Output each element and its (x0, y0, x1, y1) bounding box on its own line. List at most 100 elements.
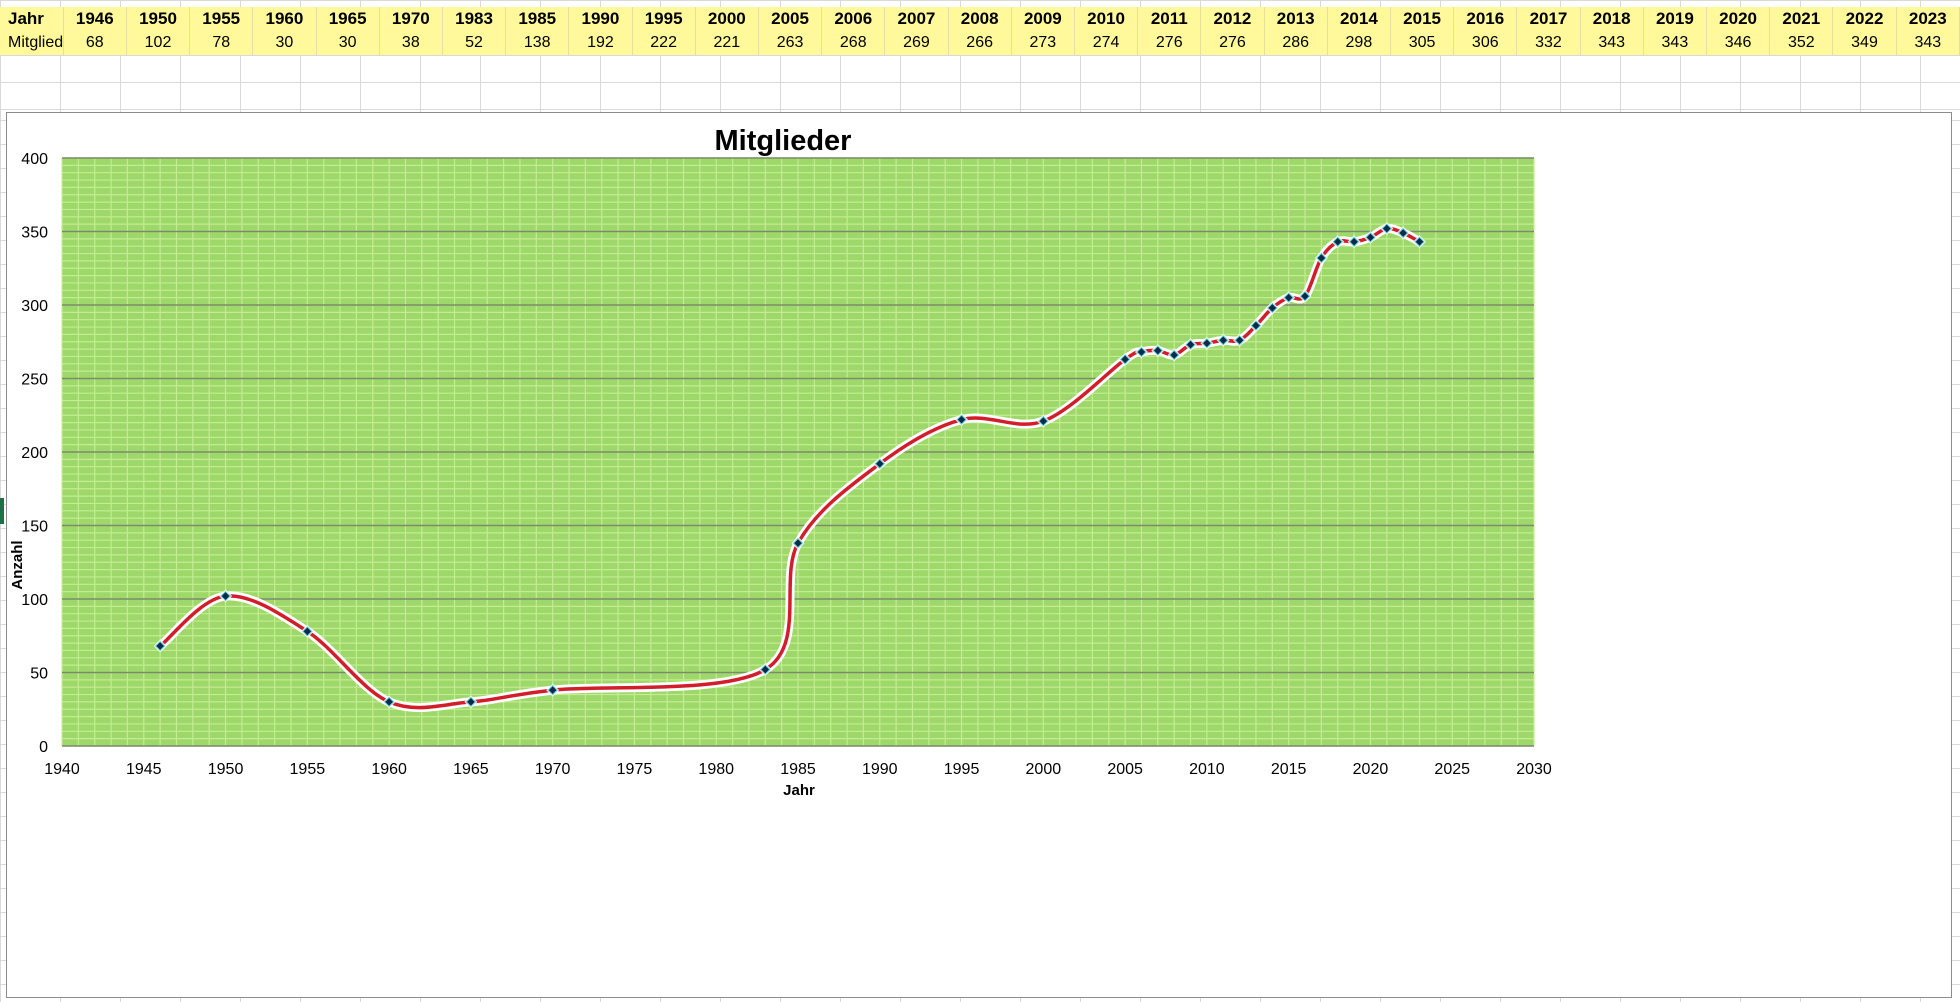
members-cell[interactable]: 276 (1200, 31, 1265, 55)
x-tick-label: 1955 (290, 761, 326, 778)
year-cell[interactable]: 2019 (1643, 7, 1707, 31)
members-cell[interactable]: 276 (1137, 31, 1202, 55)
members-cell[interactable]: 102 (126, 31, 191, 55)
year-cell[interactable]: 2010 (1074, 7, 1139, 31)
data-point[interactable] (874, 458, 885, 469)
members-cell[interactable]: 349 (1832, 31, 1897, 55)
year-cell[interactable]: 2023 (1896, 7, 1960, 31)
data-point[interactable] (220, 590, 231, 602)
members-cell[interactable]: 266 (948, 31, 1012, 55)
members-cell[interactable]: 352 (1769, 31, 1834, 55)
data-point[interactable] (154, 640, 166, 652)
data-point[interactable] (1381, 223, 1393, 234)
data-point[interactable] (1316, 252, 1327, 264)
year-cell[interactable]: 1985 (505, 7, 570, 31)
data-point[interactable] (383, 696, 395, 708)
data-point[interactable] (1365, 232, 1376, 243)
members-cell[interactable]: 346 (1706, 31, 1771, 55)
data-point[interactable] (1332, 236, 1343, 247)
members-cell[interactable]: 343 (1580, 31, 1644, 55)
members-cell[interactable]: 263 (758, 31, 823, 55)
year-cell[interactable]: 1990 (568, 7, 633, 31)
data-point[interactable] (1152, 345, 1164, 356)
data-point[interactable] (1119, 354, 1131, 365)
data-point[interactable] (1267, 302, 1278, 314)
year-cell[interactable]: 1955 (189, 7, 254, 31)
data-point[interactable] (760, 664, 771, 675)
year-cell[interactable]: 2018 (1580, 7, 1644, 31)
year-cell[interactable]: 1950 (126, 7, 191, 31)
members-cell[interactable]: 192 (568, 31, 633, 55)
members-row-header[interactable]: Mitglieder (0, 31, 64, 55)
members-cell[interactable]: 343 (1643, 31, 1707, 55)
year-cell[interactable]: 2005 (758, 7, 823, 31)
data-point[interactable] (1185, 339, 1196, 350)
year-cell[interactable]: 1970 (379, 7, 443, 31)
members-cell[interactable]: 343 (1896, 31, 1960, 55)
year-cell[interactable]: 2009 (1011, 7, 1075, 31)
x-tick-label: 2015 (1271, 761, 1307, 778)
year-cell[interactable]: 2021 (1769, 7, 1834, 31)
data-point[interactable] (1299, 290, 1311, 302)
year-cell[interactable]: 2012 (1200, 7, 1265, 31)
year-cell[interactable]: 2015 (1390, 7, 1455, 31)
year-cell[interactable]: 1995 (632, 7, 696, 31)
data-point[interactable] (1348, 236, 1360, 247)
data-point[interactable] (1038, 415, 1049, 427)
x-tick-label: 1965 (453, 761, 489, 778)
data-point[interactable] (792, 537, 804, 549)
members-cell[interactable]: 268 (821, 31, 886, 55)
members-cell[interactable]: 221 (695, 31, 759, 55)
members-cell[interactable]: 38 (379, 31, 443, 55)
year-row-header[interactable]: Jahr (0, 7, 64, 31)
year-cell[interactable]: 2013 (1264, 7, 1328, 31)
data-point[interactable] (1234, 335, 1245, 346)
data-point[interactable] (1201, 338, 1213, 349)
members-cell[interactable]: 306 (1453, 31, 1518, 55)
data-table: Jahr 1946 1950 1955 1960 1965 1970 1983 1985 199… (0, 7, 1960, 55)
year-cell[interactable]: 2022 (1832, 7, 1897, 31)
year-cell[interactable]: 1960 (252, 7, 317, 31)
data-point[interactable] (1397, 227, 1409, 239)
data-point[interactable] (1168, 349, 1180, 361)
y-tick-label: 350 (21, 225, 48, 242)
year-cell[interactable]: 2014 (1327, 7, 1391, 31)
members-cell[interactable]: 78 (189, 31, 254, 55)
members-cell[interactable]: 68 (63, 31, 127, 55)
chart-object[interactable]: 0 50 100 150 200 250 300 350 400 1940 1945 1950 195… (6, 112, 1952, 998)
year-cell[interactable]: 2000 (695, 7, 759, 31)
members-cell[interactable]: 273 (1011, 31, 1075, 55)
members-cell[interactable]: 274 (1074, 31, 1139, 55)
data-point[interactable] (1218, 335, 1229, 346)
data-point[interactable] (956, 414, 967, 425)
members-cell[interactable]: 286 (1264, 31, 1328, 55)
members-cell[interactable]: 30 (316, 31, 380, 55)
year-cell[interactable]: 2017 (1516, 7, 1581, 31)
members-cell[interactable]: 222 (632, 31, 696, 55)
data-point[interactable] (1136, 346, 1147, 358)
year-cell[interactable]: 2007 (884, 7, 949, 31)
members-cell[interactable]: 269 (884, 31, 949, 55)
members-cell[interactable]: 305 (1390, 31, 1455, 55)
x-tick-label: 2000 (1026, 761, 1062, 778)
y-tick-label: 0 (39, 739, 48, 756)
data-point[interactable] (1283, 292, 1294, 303)
members-cell[interactable]: 138 (505, 31, 570, 55)
year-cell[interactable]: 2016 (1453, 7, 1518, 31)
members-cell[interactable]: 298 (1327, 31, 1391, 55)
year-cell[interactable]: 2011 (1137, 7, 1202, 31)
year-cell[interactable]: 2008 (948, 7, 1012, 31)
data-point[interactable] (302, 626, 313, 637)
year-cell[interactable]: 1965 (316, 7, 380, 31)
members-cell[interactable]: 52 (442, 31, 507, 55)
data-point[interactable] (1414, 236, 1425, 247)
year-cell[interactable]: 2020 (1706, 7, 1771, 31)
year-cell[interactable]: 1983 (442, 7, 507, 31)
data-point[interactable] (547, 684, 558, 696)
data-point[interactable] (1250, 320, 1262, 331)
members-cell[interactable]: 30 (252, 31, 317, 55)
data-point[interactable] (465, 696, 477, 708)
year-cell[interactable]: 1946 (63, 7, 127, 31)
members-cell[interactable]: 332 (1516, 31, 1581, 55)
year-cell[interactable]: 2006 (821, 7, 886, 31)
